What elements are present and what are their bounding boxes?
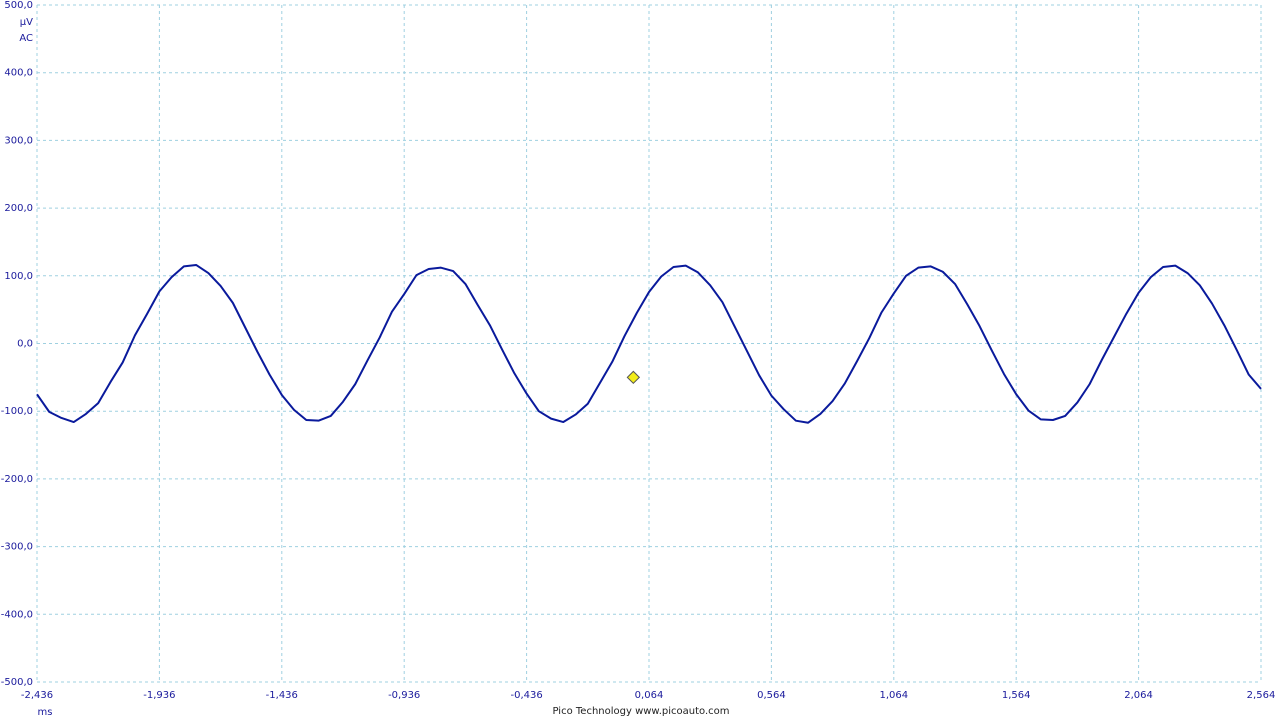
trigger-marker <box>626 370 641 385</box>
x-tick-label: 0,064 <box>635 690 664 701</box>
x-tick-label: -1,436 <box>266 690 298 701</box>
x-tick-label: -2,436 <box>21 690 53 701</box>
y-tick-label: -400,0 <box>1 609 33 620</box>
x-tick-label: 2,564 <box>1247 690 1276 701</box>
x-unit: ms <box>38 707 53 718</box>
y-tick-label: -200,0 <box>1 474 33 485</box>
y-tick-label: -100,0 <box>1 406 33 417</box>
coupling: AC <box>19 33 33 44</box>
y-unit: µV <box>20 17 33 28</box>
x-tick-label: 1,064 <box>879 690 908 701</box>
y-tick-label: 100,0 <box>4 271 33 282</box>
waveform <box>36 263 1262 424</box>
y-tick-label: -500,0 <box>1 677 33 688</box>
y-tick-label: -300,0 <box>1 542 33 553</box>
y-tick-label: 200,0 <box>4 203 33 214</box>
y-tick-label: 0,0 <box>17 339 33 350</box>
x-tick-label: 1,564 <box>1002 690 1031 701</box>
x-tick-label: 0,564 <box>757 690 786 701</box>
x-tick-label: -0,436 <box>510 690 542 701</box>
y-tick-label: 500,0 <box>4 0 33 11</box>
footer: Pico Technology www.picoauto.com <box>553 706 730 717</box>
y-tick-label: 400,0 <box>4 68 33 79</box>
y-tick-label: 300,0 <box>4 135 33 146</box>
x-tick-label: -1,936 <box>143 690 175 701</box>
x-tick-label: 2,064 <box>1124 690 1153 701</box>
x-tick-label: -0,936 <box>388 690 420 701</box>
